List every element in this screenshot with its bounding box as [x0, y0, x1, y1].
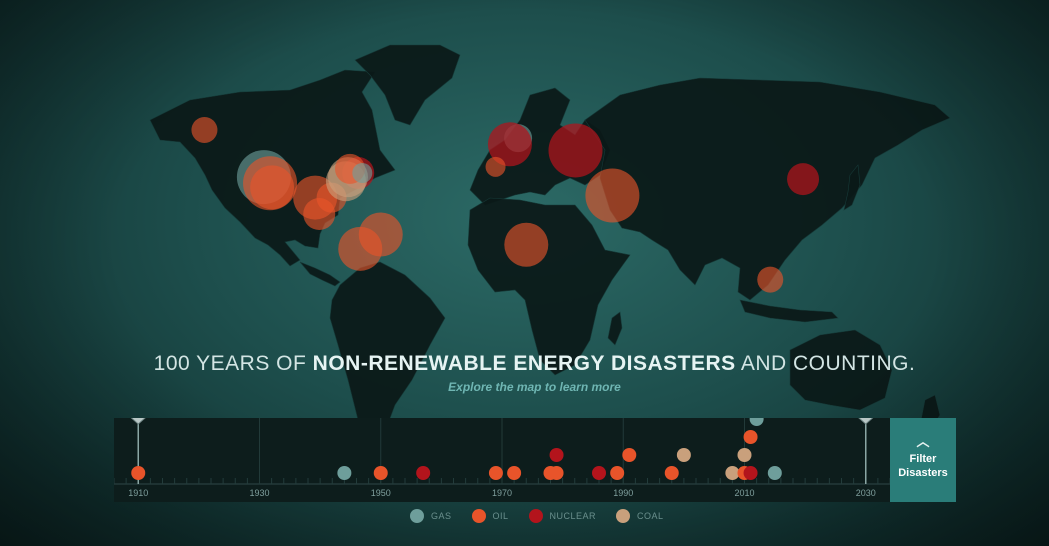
filter-label-line1: Filter	[909, 453, 937, 465]
marker-nigeria[interactable]	[504, 222, 549, 267]
timeline[interactable]: 1910 1930 1950 1970 1990 2010 2030	[113, 403, 891, 502]
timeline-event-gas[interactable]	[749, 412, 764, 426]
timeline-chart[interactable]: 1910 1930 1950 1970 1990 2010 2030	[113, 403, 891, 502]
marker-alaska[interactable]	[191, 116, 218, 143]
timeline-event-coal[interactable]	[725, 466, 740, 480]
timeline-event-oil[interactable]	[622, 448, 637, 462]
tick-label-1990: 1990	[613, 488, 633, 498]
marker-fukushima[interactable]	[787, 163, 820, 196]
timeline-event-oil[interactable]	[507, 466, 522, 480]
oil-dot-icon	[471, 509, 486, 523]
legend: GAS OIL NUCLEAR COAL	[410, 509, 664, 523]
timeline-event-nuclear[interactable]	[416, 466, 431, 480]
tick-label-1910: 1910	[128, 488, 148, 498]
filter-disasters-button[interactable]: ︿ Filter Disasters	[890, 418, 956, 502]
timeline-event-nuclear[interactable]	[592, 466, 606, 480]
timeline-event-oil[interactable]	[549, 466, 564, 480]
marker-chernobyl[interactable]	[548, 123, 603, 178]
title-bold: NON-RENEWABLE ENERGY DISASTERS	[312, 352, 736, 375]
tick-label-1930: 1930	[249, 488, 269, 498]
timeline-event-nuclear[interactable]	[549, 448, 564, 462]
timeline-event-nuclear[interactable]	[743, 466, 758, 480]
tick-label-2030: 2030	[856, 488, 876, 498]
legend-item-nuclear[interactable]: NUCLEAR	[528, 509, 597, 523]
legend-item-coal[interactable]: COAL	[616, 509, 664, 523]
legend-label-nuclear: NUCLEAR	[549, 511, 597, 521]
range-handle-end[interactable]	[856, 403, 876, 425]
range-handle-start[interactable]	[128, 403, 148, 425]
marker-new-york-gas[interactable]	[352, 163, 373, 183]
disaster-markers[interactable]	[191, 116, 820, 293]
legend-label-coal: COAL	[637, 511, 664, 521]
tick-label-1950: 1950	[371, 488, 391, 498]
marker-california-oil-2[interactable]	[250, 165, 295, 210]
central-america-landmass	[299, 261, 341, 287]
marker-colombia[interactable]	[338, 226, 383, 271]
africa-landmass	[467, 197, 631, 376]
greenland-landmass	[354, 44, 461, 126]
nuclear-dot-icon	[528, 509, 543, 523]
indonesia-landmass	[739, 299, 839, 323]
timeline-event-gas[interactable]	[337, 466, 352, 480]
australia-landmass	[789, 329, 893, 411]
legend-label-oil: OIL	[492, 511, 509, 521]
marker-spain[interactable]	[485, 156, 506, 177]
gas-dot-icon	[410, 509, 424, 523]
coal-dot-icon	[616, 509, 631, 523]
timeline-event-coal[interactable]	[676, 448, 691, 462]
timeline-event-oil[interactable]	[131, 466, 146, 480]
timeline-event-gas[interactable]	[767, 466, 782, 480]
tick-label-2010: 2010	[734, 488, 754, 498]
marker-australia[interactable]	[757, 266, 784, 293]
title-suffix: AND COUNTING.	[735, 352, 916, 375]
japan-landmass	[843, 164, 861, 211]
legend-item-oil[interactable]: OIL	[471, 509, 509, 523]
legend-item-gas[interactable]: GAS	[410, 509, 452, 523]
legend-label-gas: GAS	[431, 511, 452, 521]
filter-label-line2: Disasters	[898, 467, 948, 479]
chevron-up-icon: ︿	[916, 434, 930, 449]
marker-mexico[interactable]	[303, 198, 336, 230]
timeline-event-coal[interactable]	[737, 448, 752, 462]
marker-uk-nuclear[interactable]	[487, 122, 532, 167]
madagascar-landmass	[607, 311, 623, 346]
marker-persian-gulf[interactable]	[585, 168, 640, 223]
asia-landmass	[584, 77, 951, 301]
timeline-event-oil[interactable]	[664, 466, 679, 480]
subtitle: Explore the map to learn more	[448, 380, 621, 394]
timeline-event-oil[interactable]	[743, 430, 758, 444]
timeline-event-oil[interactable]	[610, 466, 625, 480]
timeline-event-oil[interactable]	[488, 466, 503, 480]
page-title: 100 YEARS OF NON-RENEWABLE ENERGY DISAST…	[0, 352, 1049, 376]
title-prefix: 100 YEARS OF	[153, 352, 313, 375]
timeline-event-oil[interactable]	[373, 466, 388, 480]
tick-label-1970: 1970	[492, 488, 512, 498]
